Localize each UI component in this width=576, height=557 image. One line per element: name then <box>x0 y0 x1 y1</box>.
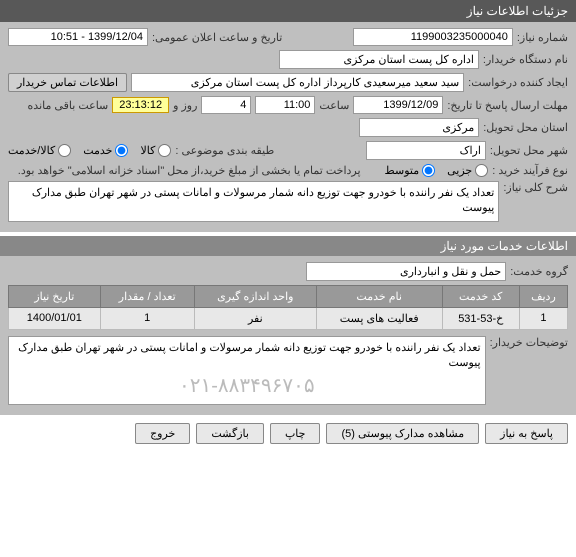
summary-label: شرح کلی نیاز: <box>503 181 568 194</box>
watermark-phone: ۰۲۱-۸۸۳۴۹۶۷۰۵ <box>13 372 481 400</box>
type-sep-label: طیقه بندی موضوعی : <box>175 144 274 157</box>
announce-label: تاریخ و ساعت اعلان عمومی: <box>152 31 282 44</box>
cell-qty: 1 <box>100 307 194 329</box>
service-group-label: گروه خدمت: <box>510 265 568 278</box>
back-button[interactable]: بازگشت <box>196 423 264 444</box>
purchase-radio-group: جزیی متوسط <box>385 164 489 177</box>
th-qty: تعداد / مقدار <box>100 285 194 307</box>
type-radio-group: کالا خدمت کالا/خدمت <box>8 144 171 157</box>
panel-title: جزئیات اطلاعات نیاز <box>467 4 568 18</box>
creator-field: سید سعید میرسعیدی کارپرداز اداره کل پست … <box>131 73 464 92</box>
province-field: مرکزی <box>359 118 479 137</box>
need-number-field: 1199003235000040 <box>353 28 513 46</box>
form-area: شماره نیاز: 1199003235000040 تاریخ و ساع… <box>0 22 576 232</box>
cell-unit: نفر <box>194 307 316 329</box>
th-code: کد خدمت <box>442 285 519 307</box>
payment-note: پرداخت تمام یا بخشی از مبلغ خرید،از محل … <box>18 164 361 177</box>
th-row: ردیف <box>519 285 567 307</box>
time-label-1: ساعت <box>319 99 349 112</box>
deadline-time-field: 11:00 <box>255 96 315 114</box>
services-section-title: اطلاعات خدمات مورد نیاز <box>0 236 576 256</box>
buyer-org-label: نام دستگاه خریدار: <box>483 53 568 66</box>
days-field: 4 <box>201 96 251 114</box>
announce-field: 1399/12/04 - 10:51 <box>8 28 148 46</box>
print-button[interactable]: چاپ <box>270 423 321 444</box>
radio-goods-service[interactable]: کالا/خدمت <box>8 144 71 157</box>
th-unit: واحد اندازه گیری <box>194 285 316 307</box>
buyer-notes-box: تعداد یک نفر راننده با خودرو جهت توزیع د… <box>8 336 486 405</box>
service-group-field: حمل و نقل و انبارداری <box>306 262 506 281</box>
cell-code: خ-53-531 <box>442 307 519 329</box>
th-name: نام خدمت <box>316 285 442 307</box>
days-label: روز و <box>173 99 197 112</box>
cell-name: فعالیت های پست <box>316 307 442 329</box>
province-label: استان محل تحویل: <box>483 121 568 134</box>
cell-date: 1400/01/01 <box>9 307 101 329</box>
radio-medium[interactable]: متوسط <box>385 164 436 177</box>
reply-button[interactable]: پاسخ به نیاز <box>485 423 568 444</box>
buyer-org-field: اداره کل پست استان مرکزی <box>279 50 479 69</box>
footer-buttons: پاسخ به نیاز مشاهده مدارک پیوستی (5) چاپ… <box>0 415 576 452</box>
panel-header: جزئیات اطلاعات نیاز <box>0 0 576 22</box>
need-number-label: شماره نیاز: <box>517 31 568 44</box>
th-date: تاریخ نیاز <box>9 285 101 307</box>
countdown-timer: 23:13:12 <box>112 97 169 113</box>
contact-info-button[interactable]: اطلاعات تماس خریدار <box>8 73 127 92</box>
deadline-label: مهلت ارسال پاسخ تا تاریخ: <box>447 99 568 112</box>
deadline-date-field: 1399/12/09 <box>353 96 443 114</box>
remaining-label: ساعت باقی مانده <box>28 99 109 112</box>
radio-goods[interactable]: کالا <box>140 144 171 157</box>
buyer-notes-text: تعداد یک نفر راننده با خودرو جهت توزیع د… <box>13 341 481 372</box>
purchase-type-label: نوع فرآیند خرید : <box>492 164 568 177</box>
exit-button[interactable]: خروج <box>135 423 190 444</box>
summary-box: تعداد یک نفر راننده با خودرو جهت توزیع د… <box>8 181 499 222</box>
radio-service[interactable]: خدمت <box>83 144 128 157</box>
table-row: 1 خ-53-531 فعالیت های پست نفر 1 1400/01/… <box>9 307 568 329</box>
attachments-button[interactable]: مشاهده مدارک پیوستی (5) <box>326 423 479 444</box>
services-table: ردیف کد خدمت نام خدمت واحد اندازه گیری ت… <box>8 285 568 330</box>
creator-label: ایجاد کننده درخواست: <box>468 76 568 89</box>
cell-row: 1 <box>519 307 567 329</box>
services-area: گروه خدمت: حمل و نقل و انبارداری ردیف کد… <box>0 256 576 415</box>
radio-small[interactable]: جزیی <box>447 164 488 177</box>
city-label: شهر محل تحویل: <box>490 144 568 157</box>
buyer-notes-label: توضیحات خریدار: <box>490 336 568 349</box>
city-field: اراک <box>366 141 486 160</box>
